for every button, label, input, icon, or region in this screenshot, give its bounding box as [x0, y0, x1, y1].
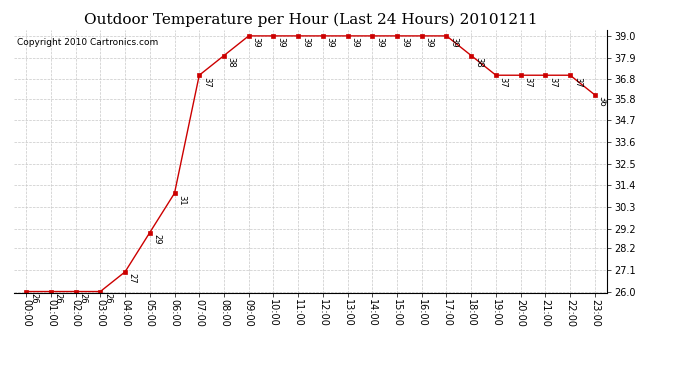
- Text: 26: 26: [29, 293, 38, 303]
- Text: 29: 29: [152, 234, 161, 244]
- Text: 26: 26: [79, 293, 88, 303]
- Text: Copyright 2010 Cartronics.com: Copyright 2010 Cartronics.com: [17, 38, 158, 47]
- Text: 38: 38: [227, 57, 236, 68]
- Text: 37: 37: [499, 76, 508, 87]
- Text: 26: 26: [54, 293, 63, 303]
- Text: 37: 37: [202, 76, 211, 87]
- Text: 39: 39: [424, 37, 433, 48]
- Text: 36: 36: [598, 96, 607, 107]
- Text: 27: 27: [128, 273, 137, 284]
- Text: 39: 39: [251, 37, 260, 48]
- Text: 37: 37: [524, 76, 533, 87]
- Text: 39: 39: [375, 37, 384, 48]
- Text: 39: 39: [400, 37, 408, 48]
- Text: 31: 31: [177, 195, 186, 205]
- Title: Outdoor Temperature per Hour (Last 24 Hours) 20101211: Outdoor Temperature per Hour (Last 24 Ho…: [83, 13, 538, 27]
- Text: 38: 38: [474, 57, 483, 68]
- Text: 26: 26: [103, 293, 112, 303]
- Text: 37: 37: [548, 76, 557, 87]
- Text: 39: 39: [276, 37, 285, 48]
- Text: 39: 39: [449, 37, 458, 48]
- Text: 39: 39: [326, 37, 335, 48]
- Text: 39: 39: [351, 37, 359, 48]
- Text: 39: 39: [301, 37, 310, 48]
- Text: 37: 37: [573, 76, 582, 87]
